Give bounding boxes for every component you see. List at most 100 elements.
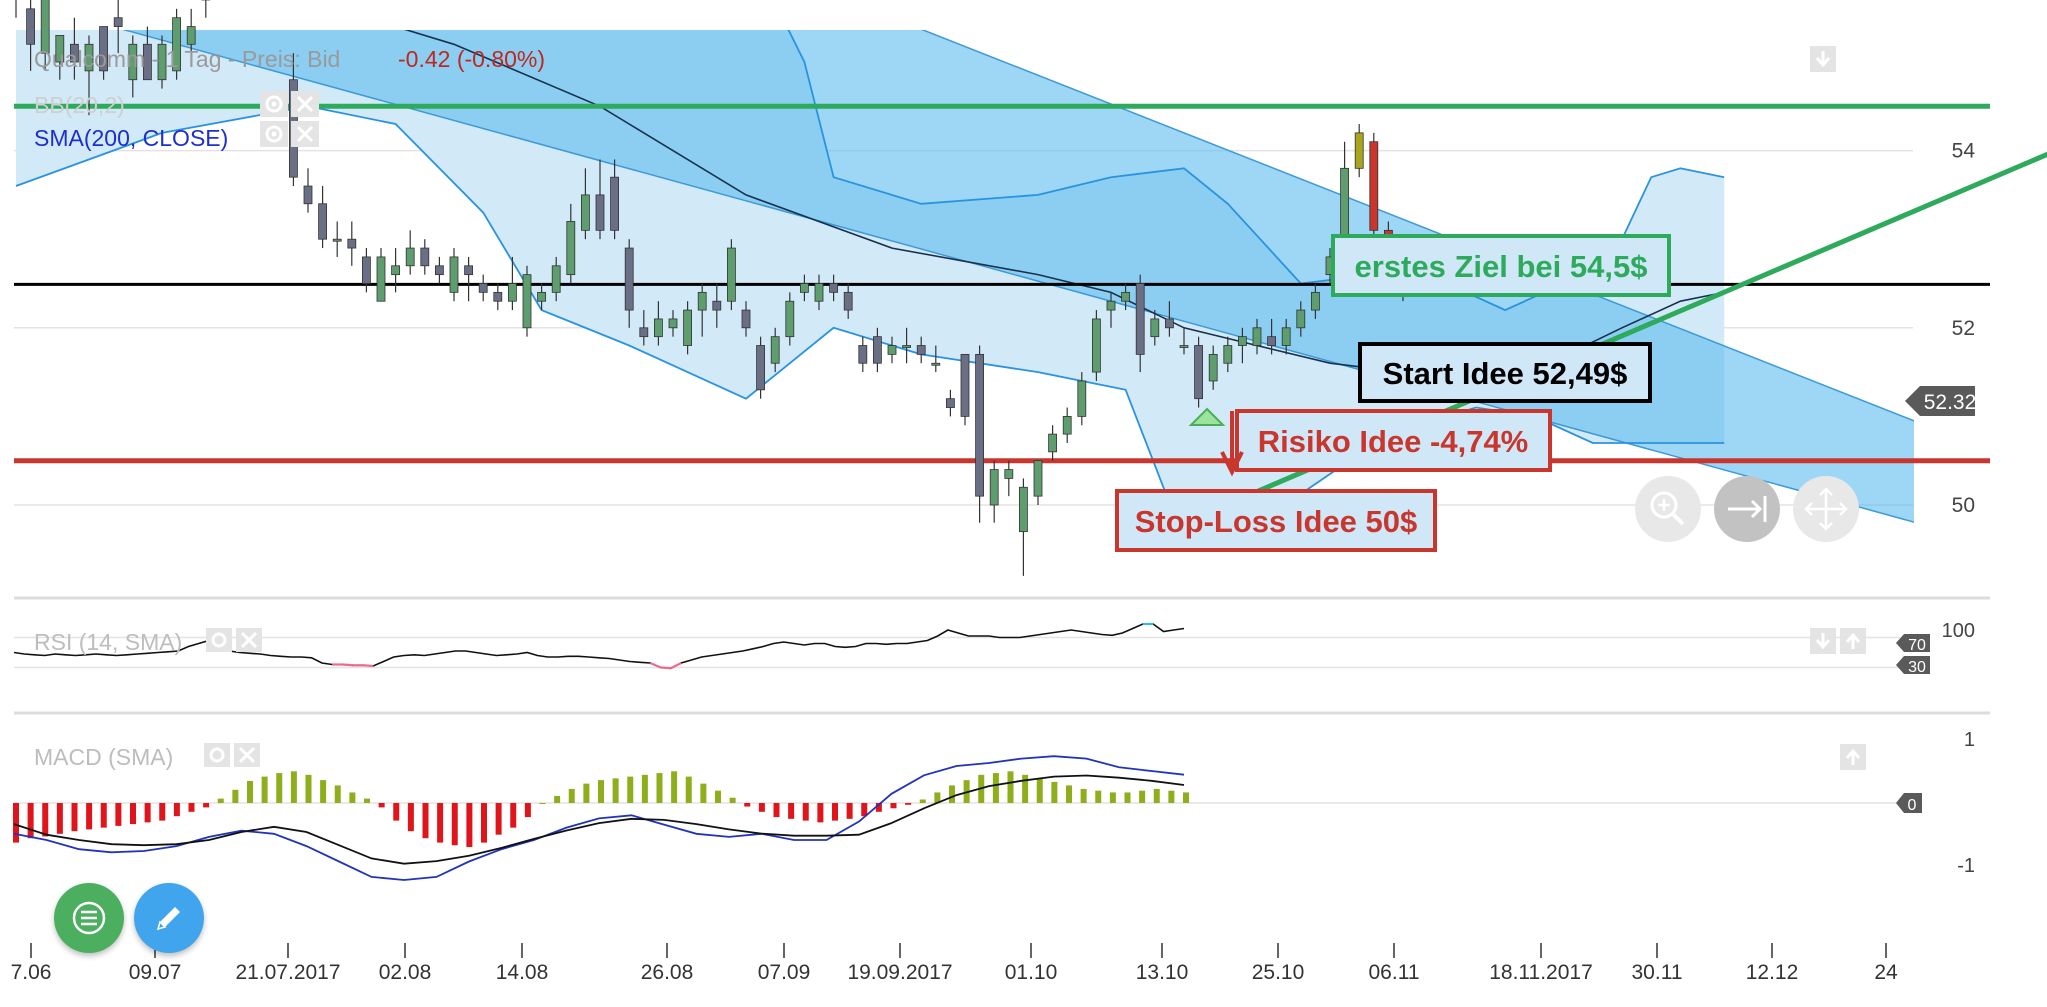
- macd-histogram-bar: [349, 792, 356, 803]
- candle: [1208, 345, 1218, 390]
- macd-histogram-bar: [656, 773, 663, 803]
- candle: [770, 327, 780, 373]
- macd-histogram-bar: [305, 774, 312, 803]
- macd-histogram-bar: [744, 803, 751, 807]
- rsi-close-icon[interactable]: [236, 628, 262, 652]
- candle-body: [566, 221, 576, 276]
- download-icon[interactable]: [1810, 46, 1836, 72]
- candle: [478, 274, 488, 302]
- candle: [1194, 336, 1203, 408]
- macd-histogram-bar: [466, 803, 473, 847]
- candle: [537, 283, 546, 311]
- candle: [858, 336, 868, 373]
- start-annotation[interactable]: Start Idee 52,49$: [1358, 342, 1652, 403]
- macd-histogram-bar: [1080, 788, 1087, 803]
- x-tick-label: 06.11: [1369, 961, 1420, 984]
- macd-histogram-bar: [598, 780, 604, 803]
- macd-histogram-bar: [1109, 792, 1116, 803]
- macd-histogram-bar: [612, 778, 619, 803]
- candle-body: [186, 26, 196, 45]
- indicator-bb-label[interactable]: BB(20,2): [34, 92, 125, 118]
- candle: [70, 17, 79, 80]
- candle-body: [478, 283, 488, 293]
- candle-body: [683, 309, 692, 346]
- sma-close-icon[interactable]: [291, 121, 319, 147]
- pencil-icon: [156, 907, 180, 931]
- candle-body: [405, 247, 415, 267]
- sma-settings-gear-icon[interactable]: [260, 121, 288, 147]
- macd-histogram-bar: [554, 795, 561, 803]
- macd-histogram-bar: [1168, 790, 1175, 803]
- rsi-download-icon[interactable]: [1810, 628, 1836, 654]
- macd-upload-icon[interactable]: [1840, 744, 1866, 770]
- macd-histogram-bar: [758, 803, 765, 812]
- candle: [142, 26, 152, 81]
- candle: [449, 248, 459, 302]
- svg-text:0: 0: [1908, 797, 1917, 814]
- zoom-in-icon[interactable]: [1635, 476, 1701, 542]
- x-tick-label: 02.08: [379, 961, 432, 984]
- risk-annotation[interactable]: Risiko Idee -4,74%: [1235, 409, 1552, 472]
- stop-annotation[interactable]: Stop-Loss Idee 50$: [1115, 489, 1437, 552]
- macd-histogram-bar: [232, 789, 239, 803]
- rsi-upload-icon[interactable]: [1840, 628, 1866, 654]
- candle: [361, 248, 371, 293]
- macd-histogram-bar: [729, 797, 736, 803]
- candlesticks: [15, 0, 1408, 576]
- macd-histogram-bar: [919, 799, 926, 803]
- candle-body: [814, 283, 824, 302]
- x-tick-label: 12.12: [1746, 961, 1799, 984]
- candle: [332, 221, 342, 257]
- candle: [1281, 318, 1291, 355]
- candle: [420, 239, 430, 275]
- x-tick-label: 18.11.2017: [1489, 961, 1593, 984]
- rsi-label[interactable]: RSI (14, SMA): [34, 629, 182, 655]
- candle: [814, 274, 824, 311]
- rsi-oversold-segment: [660, 666, 671, 670]
- candle-body: [624, 247, 634, 311]
- bb-close-icon[interactable]: [291, 91, 319, 117]
- svg-text:70: 70: [1908, 637, 1926, 654]
- macd-histogram-bar: [1007, 771, 1014, 803]
- candle-body: [1354, 132, 1364, 169]
- candle: [1048, 425, 1057, 461]
- start-annotation-text: Start Idee 52,49$: [1383, 356, 1628, 391]
- candle-body: [595, 194, 605, 231]
- candle-body: [858, 345, 868, 364]
- x-tick-label: 30.11: [1632, 961, 1683, 984]
- macd-label[interactable]: MACD (SMA): [34, 744, 173, 770]
- rsi-settings-gear-icon[interactable]: [206, 628, 232, 652]
- current-price-tag: 52.32: [1905, 386, 1976, 416]
- svg-text:30: 30: [1908, 659, 1926, 676]
- candle-body: [800, 283, 809, 293]
- macd-histogram-bar: [422, 803, 429, 839]
- macd-settings-gear-icon[interactable]: [204, 743, 230, 767]
- list-button[interactable]: [54, 883, 124, 953]
- candle: [157, 35, 167, 89]
- y-tick-label: 52: [1952, 317, 1975, 340]
- indicator-sma-label[interactable]: SMA(200, CLOSE): [34, 125, 228, 151]
- candle: [1150, 310, 1160, 346]
- x-tick-label: 19.09.2017: [847, 961, 952, 984]
- jump-to-end-icon[interactable]: [1714, 476, 1780, 542]
- candle: [347, 221, 357, 266]
- candle-body: [843, 291, 853, 311]
- candle-body: [26, 8, 36, 45]
- draw-button[interactable]: [134, 883, 204, 953]
- target-annotation[interactable]: erstes Ziel bei 54,5$: [1331, 234, 1671, 297]
- candle: [946, 389, 955, 417]
- macd-histogram-bar: [1124, 792, 1131, 803]
- move-icon[interactable]: [1793, 476, 1859, 542]
- candle-body: [989, 469, 999, 506]
- candle-body: [785, 300, 795, 338]
- macd-histogram-bar: [378, 803, 385, 808]
- macd-histogram-bar: [71, 803, 78, 832]
- x-tick-label: 24: [1874, 961, 1898, 984]
- macd-panel: [13, 755, 1900, 881]
- candle-body: [40, 0, 50, 54]
- current-price-text: 52.32: [1924, 391, 1977, 414]
- macd-close-icon[interactable]: [234, 743, 260, 767]
- rsi-line: [13, 623, 1185, 670]
- bb-settings-gear-icon[interactable]: [260, 91, 288, 117]
